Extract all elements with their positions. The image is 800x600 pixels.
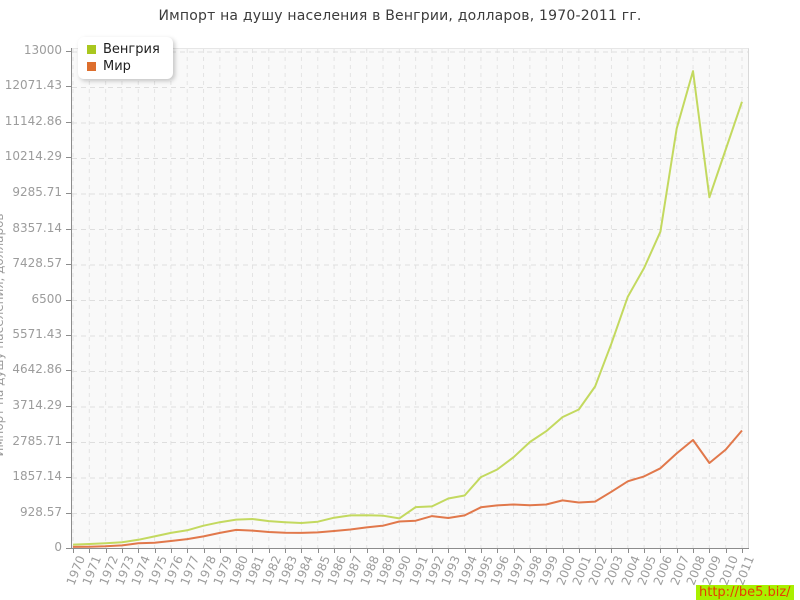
y-axis-label: 7428.57 (12, 256, 62, 270)
legend-item[interactable]: Мир (87, 59, 160, 74)
x-tick-mark (725, 549, 727, 553)
x-tick-mark (578, 549, 580, 553)
x-tick-mark (334, 549, 336, 553)
y-axis-label: 5571.43 (12, 326, 62, 341)
y-tick-mark (66, 548, 71, 549)
x-tick-mark (497, 549, 499, 553)
x-tick-mark (399, 549, 401, 553)
y-axis-label: 9285.71 (12, 185, 62, 199)
chart-title: Импорт на душу населения в Венгрии, долл… (158, 8, 642, 24)
y-tick-mark (66, 477, 71, 478)
x-tick-mark (301, 549, 303, 553)
x-axis-line (71, 548, 749, 549)
legend-item-label: Венгрия (103, 42, 160, 57)
x-tick-mark (285, 549, 287, 553)
plot-area (72, 48, 749, 549)
x-tick-mark (366, 549, 368, 553)
y-axis-label: 8357.14 (12, 220, 62, 235)
x-tick-mark (627, 549, 629, 553)
y-tick-mark (66, 512, 71, 514)
x-tick-mark (513, 549, 515, 553)
x-tick-mark (431, 549, 433, 553)
legend: Венгрия Мир (78, 37, 173, 79)
legend-marker-icon (87, 45, 96, 54)
y-tick-mark (66, 264, 71, 265)
x-tick-mark (252, 549, 254, 553)
y-axis-label: 10214.29 (4, 149, 62, 164)
x-tick-mark (676, 549, 678, 553)
x-tick-mark (154, 549, 156, 553)
y-axis-line (71, 48, 72, 549)
x-tick-mark (415, 549, 417, 553)
x-tick-mark (464, 549, 466, 553)
y-tick-mark (66, 193, 71, 194)
y-tick-mark (66, 334, 71, 336)
x-tick-mark (219, 549, 221, 553)
y-axis-label: 13000 (23, 43, 62, 57)
x-tick-mark (546, 549, 548, 553)
x-tick-mark (644, 549, 646, 553)
y-tick-mark (66, 86, 71, 88)
y-axis-label: 4642.86 (12, 362, 62, 377)
x-tick-mark (595, 549, 597, 553)
x-tick-mark (448, 549, 450, 553)
y-axis-label: 6500 (31, 291, 62, 306)
legend-marker-icon (87, 62, 96, 71)
y-axis-label: 12071.43 (4, 78, 62, 93)
y-axis-label: 11142.86 (4, 113, 62, 128)
y-axis-label: 1857.14 (12, 469, 62, 483)
x-tick-mark (105, 549, 107, 553)
y-tick-mark (66, 441, 71, 443)
y-axis-label: 928.57 (20, 504, 62, 519)
y-axis-label: 2785.71 (12, 433, 62, 448)
series-line-world (72, 429, 743, 548)
x-tick-mark (383, 549, 385, 553)
x-tick-mark (170, 549, 172, 553)
y-tick-mark (66, 299, 71, 301)
y-tick-mark (66, 370, 71, 372)
y-tick-mark (66, 51, 71, 52)
y-tick-mark (66, 228, 71, 230)
x-tick-mark (480, 549, 482, 553)
x-tick-mark (203, 549, 205, 553)
y-axis-label: 0 (54, 540, 62, 554)
y-axis-label: 3714.29 (12, 397, 62, 412)
legend-item[interactable]: Венгрия (87, 42, 160, 57)
series-line-hungary (72, 70, 743, 546)
x-tick-mark (562, 549, 564, 553)
chart-plot-svg (72, 49, 748, 549)
watermark-link[interactable]: http://be5.biz/ (696, 585, 794, 600)
x-tick-mark (317, 549, 319, 553)
x-tick-mark (529, 549, 531, 553)
y-tick-mark (66, 157, 71, 159)
x-tick-mark (187, 549, 189, 553)
x-tick-mark (73, 549, 74, 553)
x-tick-mark (611, 549, 613, 553)
x-tick-mark (741, 549, 743, 553)
x-tick-mark (236, 549, 238, 553)
x-tick-mark (268, 549, 270, 553)
x-tick-mark (121, 549, 123, 553)
x-tick-mark (89, 549, 91, 553)
x-tick-mark (709, 549, 711, 553)
y-tick-mark (66, 121, 71, 123)
x-tick-mark (660, 549, 662, 553)
legend-item-label: Мир (103, 59, 131, 74)
x-tick-mark (350, 549, 352, 553)
y-tick-mark (66, 405, 71, 407)
x-tick-mark (138, 549, 140, 553)
x-tick-mark (693, 549, 695, 553)
